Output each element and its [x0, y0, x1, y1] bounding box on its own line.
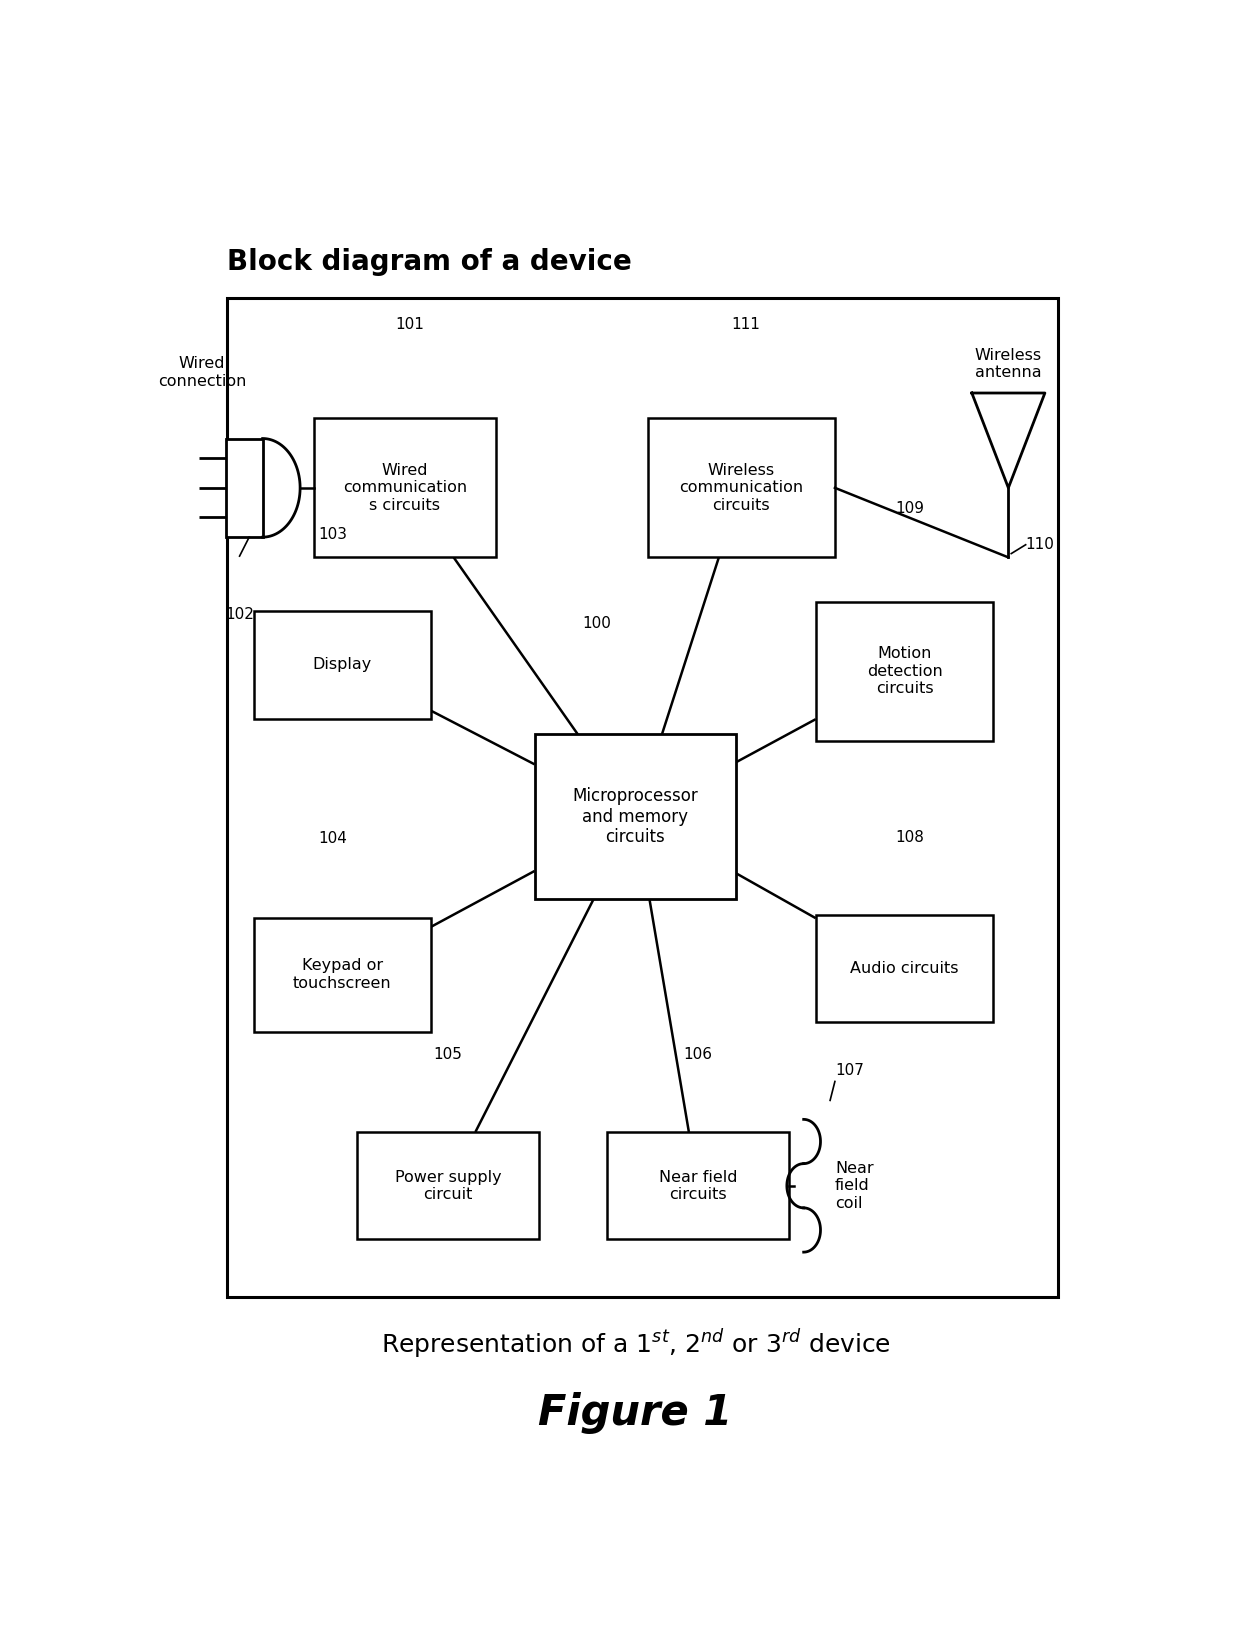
Text: Microprocessor
and memory
circuits: Microprocessor and memory circuits: [573, 787, 698, 846]
Text: Display: Display: [312, 657, 372, 672]
Text: Near field
circuits: Near field circuits: [658, 1169, 738, 1202]
FancyBboxPatch shape: [647, 419, 835, 557]
Text: Power supply
circuit: Power supply circuit: [394, 1169, 501, 1202]
Text: 105: 105: [434, 1048, 463, 1062]
FancyBboxPatch shape: [314, 419, 496, 557]
Text: Wired
communication
s circuits: Wired communication s circuits: [342, 463, 467, 512]
Text: Keypad or
touchscreen: Keypad or touchscreen: [293, 959, 392, 990]
Text: Block diagram of a device: Block diagram of a device: [227, 248, 632, 276]
FancyBboxPatch shape: [816, 915, 993, 1021]
Text: Motion
detection
circuits: Motion detection circuits: [867, 647, 942, 696]
FancyBboxPatch shape: [253, 918, 432, 1031]
Text: 108: 108: [895, 829, 924, 846]
Text: Wireless
antenna: Wireless antenna: [975, 348, 1042, 381]
Text: Wireless
communication
circuits: Wireless communication circuits: [680, 463, 804, 512]
FancyBboxPatch shape: [606, 1131, 789, 1240]
Text: Representation of a 1$^{st}$, 2$^{nd}$ or 3$^{rd}$ device: Representation of a 1$^{st}$, 2$^{nd}$ o…: [381, 1327, 890, 1361]
Text: 103: 103: [319, 527, 347, 542]
Text: Audio circuits: Audio circuits: [851, 961, 959, 975]
FancyBboxPatch shape: [816, 601, 993, 741]
FancyBboxPatch shape: [534, 734, 737, 898]
Text: 100: 100: [583, 616, 611, 631]
Text: 106: 106: [683, 1048, 713, 1062]
Text: Figure 1: Figure 1: [538, 1392, 733, 1435]
Text: 104: 104: [319, 831, 347, 846]
Text: 101: 101: [396, 317, 424, 332]
FancyBboxPatch shape: [226, 438, 263, 537]
Text: 111: 111: [732, 317, 760, 332]
Text: 110: 110: [1025, 537, 1054, 552]
FancyBboxPatch shape: [253, 611, 432, 719]
Text: Wired
connection: Wired connection: [157, 356, 247, 389]
Text: 107: 107: [835, 1062, 864, 1077]
FancyBboxPatch shape: [357, 1131, 539, 1240]
Text: 102: 102: [226, 606, 254, 622]
Text: 109: 109: [895, 501, 924, 516]
Text: Near
field
coil: Near field coil: [835, 1161, 873, 1210]
